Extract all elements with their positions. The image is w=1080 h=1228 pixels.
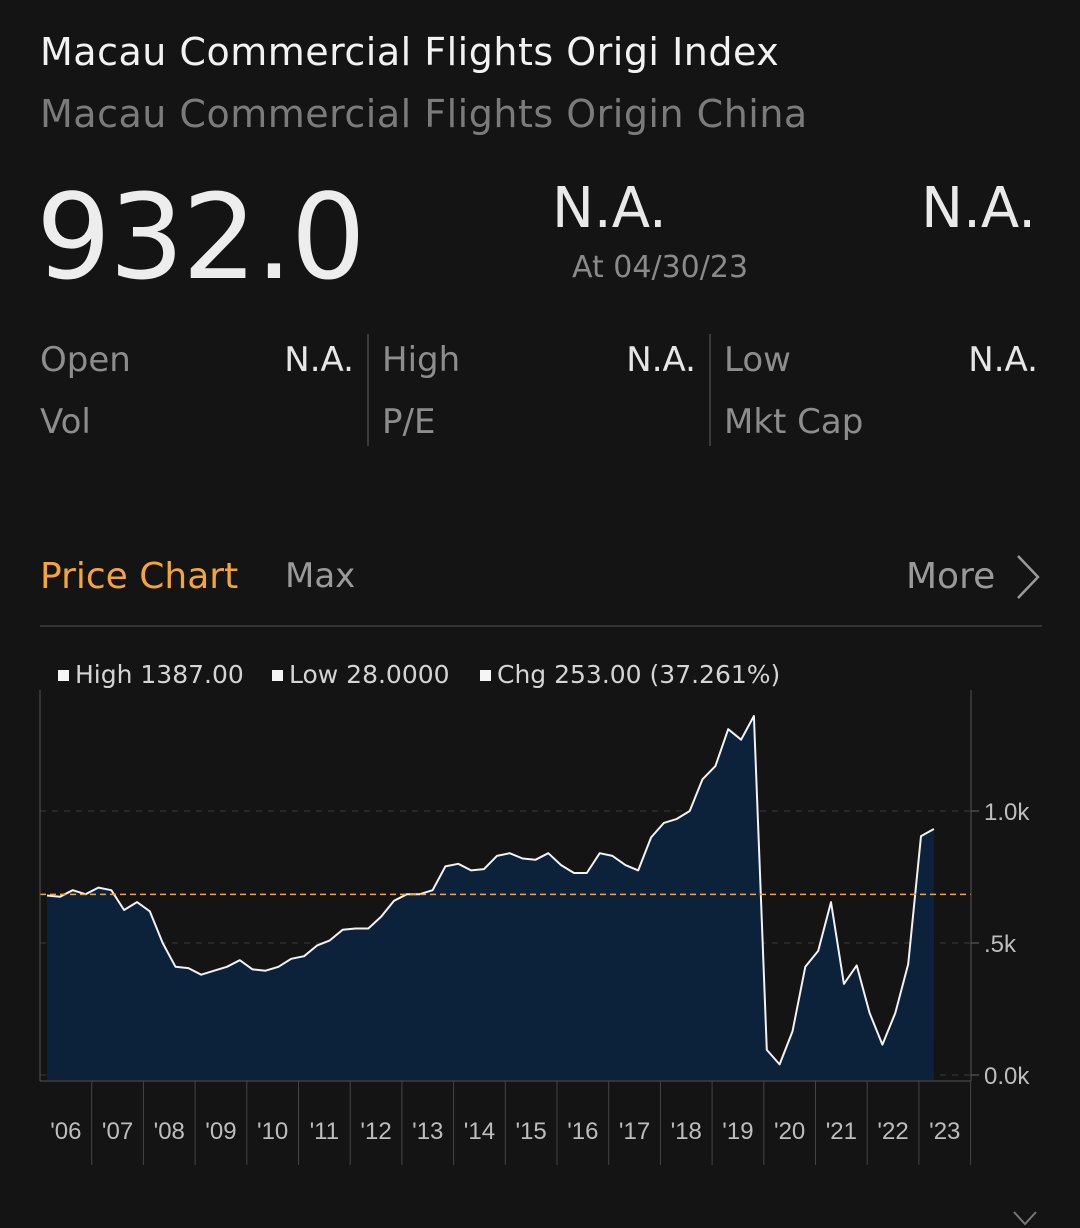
stats-divider bbox=[709, 334, 711, 446]
x-tick-label: '23 bbox=[929, 1118, 960, 1145]
y-tick-label: 0.0k bbox=[984, 1063, 1030, 1090]
open-value: N.A. bbox=[284, 340, 354, 380]
divider bbox=[40, 625, 1042, 627]
stats-divider bbox=[367, 334, 369, 446]
tab-price-chart[interactable]: Price Chart bbox=[40, 556, 239, 597]
x-tick-label: '19 bbox=[722, 1118, 753, 1145]
x-tick-label: '18 bbox=[671, 1118, 702, 1145]
price-change: N.A. bbox=[552, 176, 667, 241]
last-price: 932.0 bbox=[36, 168, 366, 306]
x-tick-label: '21 bbox=[826, 1118, 857, 1145]
x-tick-label: '11 bbox=[310, 1118, 340, 1145]
legend-low: Low 28.0000 bbox=[272, 660, 450, 689]
x-tick-label: '10 bbox=[257, 1118, 288, 1145]
high-value: N.A. bbox=[626, 340, 696, 380]
legend-change: Chg 253.00 (37.261%) bbox=[480, 660, 780, 689]
page-title: Macau Commercial Flights Origi Index bbox=[40, 30, 780, 74]
x-tick-label: '07 bbox=[102, 1118, 133, 1145]
price-change-percent: N.A. bbox=[921, 176, 1036, 241]
low-value: N.A. bbox=[968, 340, 1038, 380]
low-label: Low bbox=[724, 340, 791, 380]
price-area bbox=[47, 716, 934, 1080]
range-selector-max[interactable]: Max bbox=[285, 556, 356, 596]
y-tick-label: .5k bbox=[984, 931, 1017, 958]
x-tick-label: '09 bbox=[205, 1118, 236, 1145]
open-label: Open bbox=[40, 340, 131, 380]
x-tick-label: '17 bbox=[619, 1118, 650, 1145]
x-tick-label: '12 bbox=[360, 1118, 391, 1145]
x-tick-label: '14 bbox=[464, 1118, 495, 1145]
x-tick-label: '15 bbox=[516, 1118, 547, 1145]
high-label: High bbox=[382, 340, 461, 380]
page-subtitle: Macau Commercial Flights Origin China bbox=[40, 92, 808, 136]
chevron-right-icon[interactable] bbox=[1012, 552, 1042, 602]
chevron-down-icon bbox=[1013, 1211, 1037, 1226]
x-tick-label: '08 bbox=[154, 1118, 185, 1145]
vol-label: Vol bbox=[40, 402, 91, 442]
x-tick-label: '16 bbox=[567, 1118, 598, 1145]
as-of-date: At 04/30/23 bbox=[572, 250, 749, 285]
legend-high: High 1387.00 bbox=[58, 660, 244, 689]
x-tick-label: '06 bbox=[50, 1118, 81, 1145]
y-tick-label: 1.0k bbox=[984, 799, 1030, 826]
more-button[interactable]: More bbox=[906, 556, 996, 597]
x-tick-label: '22 bbox=[877, 1118, 908, 1145]
pe-label: P/E bbox=[382, 402, 436, 442]
x-tick-label: '13 bbox=[412, 1118, 443, 1145]
mkt-cap-label: Mkt Cap bbox=[724, 402, 864, 442]
price-line bbox=[46, 715, 935, 1066]
x-tick-label: '20 bbox=[774, 1118, 805, 1145]
